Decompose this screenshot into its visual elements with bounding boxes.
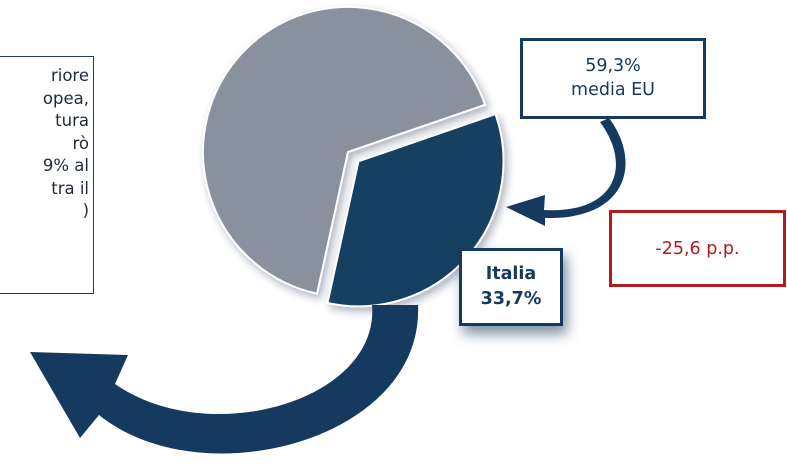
- eu-average-box: 59,3% media EU: [520, 38, 706, 119]
- description-line: riore: [50, 66, 89, 85]
- eu-average-value: 59,3%: [585, 56, 641, 76]
- description-line: rò: [72, 133, 89, 153]
- description-line: opea,: [42, 88, 89, 108]
- eu-average-label: media EU: [571, 80, 655, 100]
- italy-value: 33,7%: [480, 289, 542, 309]
- italy-label: Italia: [485, 264, 537, 284]
- description-text: riore opea, tura rò 9% al tra il): [43, 65, 89, 223]
- big-curved-arrow-icon: [30, 305, 419, 454]
- description-line: 9% al: [42, 156, 89, 175]
- italy-box: Italia 33,7%: [459, 248, 563, 326]
- pie-slice-rest: [202, 6, 487, 295]
- description-text-box: riore opea, tura rò 9% al tra il): [0, 56, 94, 294]
- description-line: ): [82, 201, 89, 220]
- description-line: tra il: [51, 178, 89, 198]
- eu-curved-arrow-icon: [506, 118, 626, 226]
- gap-box: -25,6 p.p.: [609, 210, 786, 287]
- description-line: tura: [55, 111, 89, 130]
- gap-label: -25,6 p.p.: [655, 238, 740, 259]
